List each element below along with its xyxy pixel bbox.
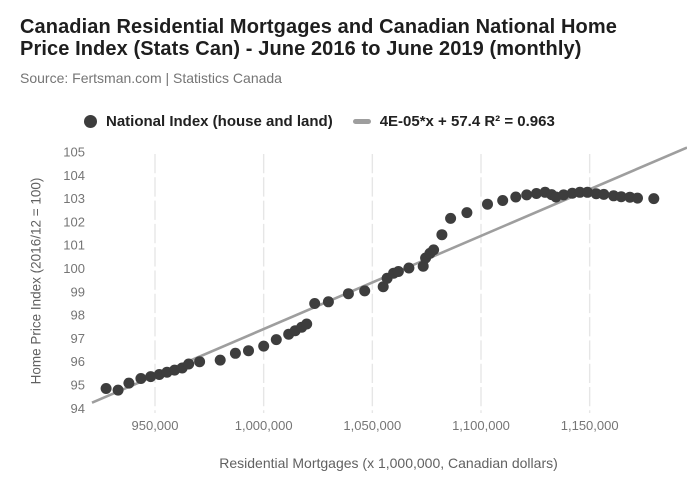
y-tick-label: 100 (63, 261, 85, 276)
scatter-point (521, 189, 533, 201)
y-tick-label: 103 (63, 191, 85, 206)
scatter-point (598, 188, 610, 200)
scatter-point (615, 191, 627, 203)
y-tick-label: 97 (71, 331, 85, 346)
x-axis-title: Residential Mortgages (x 1,000,000, Cana… (219, 455, 558, 471)
y-tick-label: 95 (71, 378, 85, 393)
scatter-point (403, 262, 415, 274)
x-tick-label: 1,100,000 (452, 418, 510, 433)
scatter-point (530, 188, 542, 199)
scatter-point (510, 191, 522, 203)
legend-trend-label: 4E-05*x + 57.4 R² = 0.963 (379, 112, 555, 130)
scatter-point (359, 285, 371, 297)
scatter-point (428, 244, 440, 256)
x-tick-label: 1,000,000 (235, 418, 293, 433)
scatter-point (270, 334, 282, 346)
x-tick-label: 1,150,000 (561, 418, 619, 433)
scatter-point (194, 356, 206, 368)
x-tick-label: 950,000 (132, 418, 179, 433)
scatter-point (123, 377, 135, 389)
scatter-point (461, 207, 473, 219)
legend-series-label: National Index (house and land) (106, 112, 333, 130)
scatter-point (135, 373, 147, 384)
page-title: Canadian Residential Mortgages and Canad… (20, 16, 680, 60)
scatter-point (648, 193, 660, 205)
scatter-point (574, 186, 586, 198)
scatter-point (582, 186, 593, 198)
page-title-line-2: Price Index (Stats Can) - June 2016 to J… (20, 38, 582, 60)
scatter-point (145, 371, 157, 383)
legend: National Index (house and land) 4E-05*x … (84, 112, 555, 130)
y-tick-label: 96 (71, 354, 85, 369)
scatter-point (392, 266, 404, 277)
scatter-point (482, 198, 493, 210)
chart-source: Source: Fertsman.com | Statistics Canada (20, 70, 282, 86)
page-title-line-1: Canadian Residential Mortgages and Canad… (20, 16, 617, 38)
y-tick-label: 104 (63, 168, 85, 183)
scatter-point (322, 296, 334, 308)
y-tick-label: 102 (63, 214, 85, 229)
scatter-point (342, 288, 354, 300)
scatter-point (377, 281, 389, 293)
scatter-point (301, 318, 313, 330)
scatter-point (497, 195, 509, 206)
scatter-point (214, 354, 226, 366)
y-tick-label: 98 (71, 308, 85, 323)
scatter-point (229, 347, 241, 359)
x-tick-label: 1,050,000 (343, 418, 401, 433)
y-tick-label: 99 (71, 284, 85, 299)
scatter-point (183, 358, 195, 370)
scatter-point (436, 229, 448, 241)
scatter-point (258, 340, 270, 352)
scatter-point-icon (84, 114, 97, 128)
scatter-point (558, 189, 570, 201)
scatter-point (100, 383, 112, 394)
y-tick-label: 94 (71, 401, 85, 416)
trendline-icon (352, 118, 371, 124)
legend-item-trendline: 4E-05*x + 57.4 R² = 0.963 (352, 112, 555, 130)
legend-item-national-index: National Index (house and land) (84, 113, 333, 130)
scatter-point (243, 345, 254, 357)
scatter-point (445, 212, 457, 224)
y-tick-label: 101 (63, 238, 85, 253)
scatter-point (632, 192, 643, 204)
y-tick-label: 105 (63, 145, 85, 160)
scatter-point (309, 298, 321, 309)
scatter-point (112, 384, 124, 396)
y-axis-title: Home Price Index (2016/12 = 100) (28, 177, 44, 385)
